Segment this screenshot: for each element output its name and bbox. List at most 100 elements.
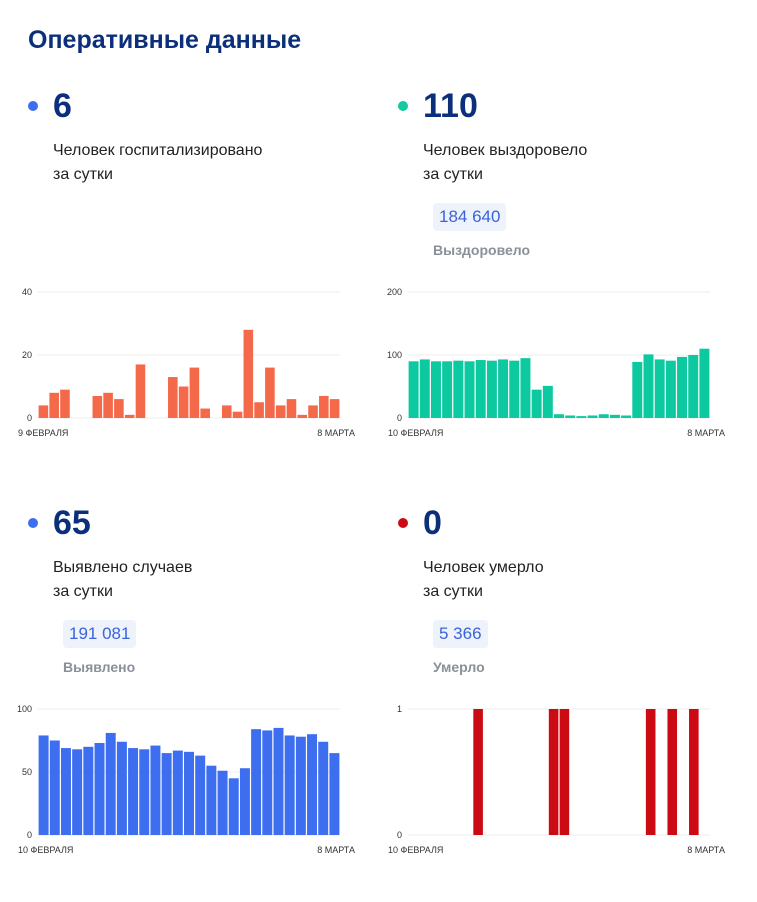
hospitalized-bar <box>49 392 59 418</box>
hospitalized-bar <box>135 364 146 418</box>
page-title: Оперативные данные <box>28 26 302 54</box>
recovered-bar <box>654 359 665 418</box>
cases-desc-line1: Выявлено случаев <box>53 559 193 576</box>
hospitalized-bar <box>92 395 103 418</box>
recovered-bar <box>430 361 441 418</box>
recovered-bar <box>486 360 497 418</box>
hospitalized-bar <box>124 414 135 418</box>
cases-ytick-label: 50 <box>22 767 32 777</box>
cases-total-badge: 191 081 <box>63 620 137 648</box>
hospitalized-x-end-label: 8 МАРТА <box>317 428 355 438</box>
hospitalized-bar <box>103 392 113 418</box>
cases-bar <box>60 748 71 835</box>
deaths-total-label: Умерло <box>433 659 485 675</box>
cases-bar <box>38 735 49 835</box>
cases-bar <box>105 732 116 835</box>
cases-bar <box>116 741 127 835</box>
hospitalized-bar <box>243 329 254 418</box>
deaths-ytick-label: 0 <box>397 830 402 840</box>
deaths-description: Человек умерло за сутки <box>423 556 544 604</box>
cases-bar <box>195 755 206 835</box>
cases-dot-icon <box>28 518 38 528</box>
hospitalized-bar <box>297 414 308 418</box>
hospitalized-bar <box>114 399 124 418</box>
cases-bar <box>94 743 105 835</box>
cases-desc-line2: за сутки <box>53 583 113 600</box>
recovered-bar <box>453 360 464 418</box>
recovered-bar <box>699 348 710 418</box>
cases-ytick-label: 100 <box>17 704 32 714</box>
hospitalized-desc-line2: за сутки <box>53 166 113 183</box>
cases-bar <box>273 727 284 835</box>
recovered-dot-icon <box>398 101 408 111</box>
cases-bar <box>307 734 318 835</box>
cases-bar <box>318 741 329 835</box>
hospitalized-bar <box>38 405 49 418</box>
recovered-bar <box>632 361 643 418</box>
cases-bar <box>329 753 340 835</box>
recovered-bar-chart: 0 100 200 10 ФЕВРАЛЯ 8 МАРТА <box>387 287 725 438</box>
deaths-desc-line1: Человек умерло <box>423 559 544 576</box>
hospitalized-description: Человек госпитализировано за сутки <box>53 139 262 187</box>
hospitalized-desc-line1: Человек госпитализировано <box>53 142 263 159</box>
recovered-bar <box>554 414 564 418</box>
recovered-bar <box>520 358 531 418</box>
cases-bar <box>251 729 262 835</box>
recovered-ytick-label: 0 <box>397 413 402 423</box>
recovered-x-start-label: 10 ФЕВРАЛЯ <box>388 428 443 438</box>
cases-bar <box>49 740 60 835</box>
hospitalized-ytick-label: 40 <box>22 287 32 297</box>
recovered-bar <box>587 415 598 418</box>
cases-bar <box>217 770 228 835</box>
hospitalized-bar <box>319 395 329 418</box>
cases-bar <box>239 768 250 835</box>
recovered-x-end-label: 8 МАРТА <box>687 428 725 438</box>
hospitalized-bar <box>275 405 286 418</box>
recovered-bar <box>509 360 520 418</box>
recovered-total-label: Выздоровело <box>433 242 531 258</box>
hospitalized-bar <box>286 399 297 418</box>
deaths-bar <box>645 709 656 835</box>
hospitalized-bar <box>221 405 232 418</box>
cases-bar-chart: 0 50 100 10 ФЕВРАЛЯ 8 МАРТА <box>17 704 355 855</box>
cases-bar <box>128 748 139 835</box>
recovered-total-badge: 184 640 <box>433 203 507 231</box>
cases-ytick-label: 0 <box>27 830 32 840</box>
hospitalized-ytick-label: 0 <box>27 413 32 423</box>
cases-bar <box>228 778 239 835</box>
hospitalized-bar <box>60 389 70 418</box>
deaths-card: 0 Человек умерло за сутки 5 366 Умерло 0… <box>388 502 730 902</box>
recovered-ytick-label: 100 <box>387 350 402 360</box>
recovered-value: 110 <box>423 87 478 125</box>
cases-x-end-label: 8 МАРТА <box>317 845 355 855</box>
hospitalized-bar <box>265 367 275 418</box>
recovered-bar <box>576 416 587 418</box>
deaths-bar <box>689 709 699 835</box>
deaths-bar <box>559 709 570 835</box>
cases-bar <box>284 735 295 835</box>
hospitalized-bar <box>308 405 318 418</box>
recovered-ytick-label: 200 <box>387 287 402 297</box>
cases-total-label: Выявлено <box>63 659 136 675</box>
recovered-bar <box>609 414 620 418</box>
deaths-desc-line2: за сутки <box>423 583 483 600</box>
cases-bar <box>139 749 150 835</box>
hospitalized-bar <box>232 411 243 418</box>
recovered-bar <box>565 415 576 418</box>
cases-x-start-label: 10 ФЕВРАЛЯ <box>18 845 73 855</box>
recovered-bar <box>419 359 430 418</box>
cases-bar <box>150 745 161 835</box>
cases-bar <box>83 746 94 835</box>
recovered-bar <box>475 360 486 418</box>
deaths-dot-icon <box>398 518 408 528</box>
deaths-bar-chart: 0 1 10 ФЕВРАЛЯ 8 МАРТА <box>388 704 725 855</box>
recovered-card: 110 Человек выздоровело за сутки 184 640… <box>387 85 730 485</box>
hospitalized-value: 6 <box>53 87 72 125</box>
recovered-bar <box>643 354 654 418</box>
deaths-bar <box>548 709 559 835</box>
deaths-total-badge: 5 366 <box>433 620 488 648</box>
cases-bar <box>184 751 194 835</box>
hospitalized-card: 6 Человек госпитализировано за сутки 0 20… <box>18 85 360 485</box>
cases-bar <box>172 750 183 835</box>
hospitalized-bar <box>329 399 340 418</box>
